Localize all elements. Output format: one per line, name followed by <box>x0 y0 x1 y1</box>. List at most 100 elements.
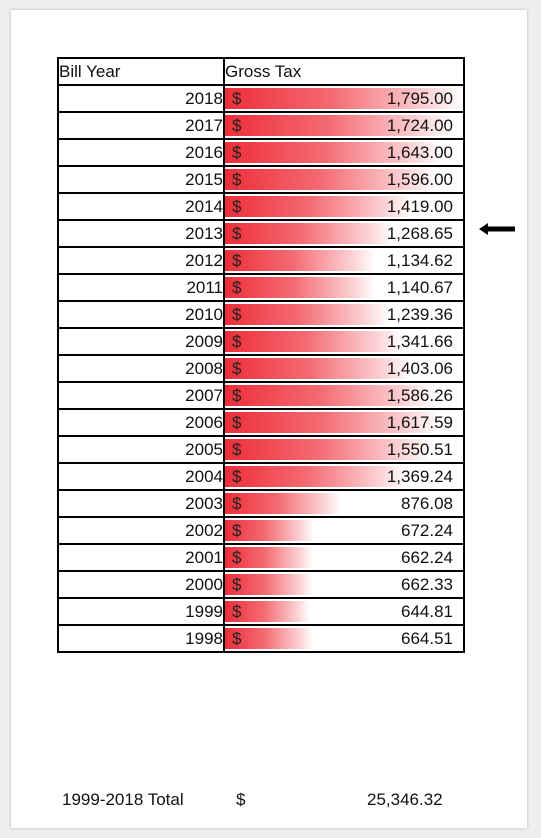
gross-tax-cell: $1,724.00 <box>223 111 465 140</box>
currency-symbol: $ <box>232 278 242 297</box>
bill-year-cell: 2012 <box>57 246 225 275</box>
data-bar <box>225 574 313 595</box>
gross-tax-cell: $1,268.65 <box>223 219 465 248</box>
table-row: 2003 $876.08 <box>57 489 465 518</box>
table-row: 2018 $1,795.00 <box>57 84 465 113</box>
gross-tax-cell: $1,239.36 <box>223 300 465 329</box>
table-row: 2015 $1,596.00 <box>57 165 465 194</box>
gross-tax-value: 1,795.00 <box>386 89 453 108</box>
table-row: 2008 $1,403.06 <box>57 354 465 383</box>
gross-tax-cell: $876.08 <box>223 489 465 518</box>
gross-tax-value: 1,134.62 <box>386 251 453 270</box>
data-bar <box>225 142 443 163</box>
gross-tax-value: 644.81 <box>401 602 453 621</box>
gross-tax-table: Bill Year Gross Tax 2018 $1,795.00 2017 $1,… <box>57 57 465 653</box>
table-row: 1998 $664.51 <box>57 624 465 653</box>
currency-symbol: $ <box>232 386 242 405</box>
data-bar <box>225 250 376 271</box>
gross-tax-cell: $1,134.62 <box>223 246 465 275</box>
currency-symbol: $ <box>232 89 242 108</box>
bill-year-cell: 2009 <box>57 327 225 356</box>
gross-tax-value: 1,268.65 <box>386 224 453 243</box>
table-row: 2009 $1,341.66 <box>57 327 465 356</box>
currency-symbol: $ <box>232 602 242 621</box>
gross-tax-value: 1,596.00 <box>386 170 453 189</box>
total-label: 1999-2018 Total <box>62 790 184 809</box>
gross-tax-cell: $1,403.06 <box>223 354 465 383</box>
bill-year-cell: 2015 <box>57 165 225 194</box>
currency-symbol: $ <box>232 494 242 513</box>
currency-symbol: $ <box>232 440 242 459</box>
table-row: 2001 $662.24 <box>57 543 465 572</box>
gross-tax-value: 662.33 <box>401 575 453 594</box>
table-row: 2006 $1,617.59 <box>57 408 465 437</box>
currency-symbol: $ <box>232 629 242 648</box>
bill-year-cell: 2013 <box>57 219 225 248</box>
gross-tax-cell: $664.51 <box>223 624 465 653</box>
table-row: 2002 $672.24 <box>57 516 465 545</box>
data-bar <box>225 466 407 487</box>
total-currency: $ <box>236 790 246 809</box>
table-row: 2013 $1,268.65 <box>57 219 465 248</box>
table-row: 1999 $644.81 <box>57 597 465 626</box>
gross-tax-cell: $662.33 <box>223 570 465 599</box>
currency-symbol: $ <box>232 548 242 567</box>
document-page: Bill Year Gross Tax 2018 $1,795.00 2017 $1,… <box>11 10 527 828</box>
gross-tax-cell: $1,643.00 <box>223 138 465 167</box>
table-row: 2011 $1,140.67 <box>57 273 465 302</box>
gross-tax-cell: $1,369.24 <box>223 462 465 491</box>
bill-year-cell: 2014 <box>57 192 225 221</box>
currency-symbol: $ <box>232 332 242 351</box>
gross-tax-value: 1,643.00 <box>386 143 453 162</box>
gross-tax-value: 1,724.00 <box>386 116 453 135</box>
gross-tax-value: 1,617.59 <box>386 413 453 432</box>
currency-symbol: $ <box>232 359 242 378</box>
gross-tax-value: 1,239.36 <box>386 305 453 324</box>
bill-year-cell: 2011 <box>57 273 225 302</box>
table-row: 2017 $1,724.00 <box>57 111 465 140</box>
bill-year-cell: 2001 <box>57 543 225 572</box>
data-bar <box>225 169 437 190</box>
bill-year-cell: 1998 <box>57 624 225 653</box>
gross-tax-value: 1,341.66 <box>386 332 453 351</box>
gross-tax-cell: $1,140.67 <box>223 273 465 302</box>
currency-symbol: $ <box>232 197 242 216</box>
gross-tax-value: 1,586.26 <box>386 386 453 405</box>
gross-tax-cell: $672.24 <box>223 516 465 545</box>
data-bar <box>225 277 377 298</box>
data-bar <box>225 358 412 379</box>
data-bar <box>225 439 431 460</box>
bill-year-cell: 2016 <box>57 138 225 167</box>
currency-symbol: $ <box>232 305 242 324</box>
gross-tax-cell: $1,419.00 <box>223 192 465 221</box>
bill-year-cell: 2004 <box>57 462 225 491</box>
table-row: 2004 $1,369.24 <box>57 462 465 491</box>
gross-tax-value: 1,419.00 <box>386 197 453 216</box>
gross-tax-cell: $1,795.00 <box>223 84 465 113</box>
currency-symbol: $ <box>232 116 242 135</box>
data-bar <box>225 304 390 325</box>
currency-symbol: $ <box>232 170 242 189</box>
gross-tax-cell: $1,341.66 <box>223 327 465 356</box>
bill-year-cell: 2003 <box>57 489 225 518</box>
data-bar <box>225 601 311 622</box>
gross-tax-cell: $1,617.59 <box>223 408 465 437</box>
table-row: 2005 $1,550.51 <box>57 435 465 464</box>
data-bar <box>225 331 403 352</box>
gross-tax-value: 876.08 <box>401 494 453 513</box>
data-bar <box>225 628 314 649</box>
gross-tax-value: 1,550.51 <box>386 440 453 459</box>
currency-symbol: $ <box>232 575 242 594</box>
data-bar <box>225 385 436 406</box>
gross-tax-cell: $1,550.51 <box>223 435 465 464</box>
currency-symbol: $ <box>232 521 242 540</box>
gross-tax-cell: $1,586.26 <box>223 381 465 410</box>
gross-tax-value: 664.51 <box>401 629 453 648</box>
table-row: 2010 $1,239.36 <box>57 300 465 329</box>
gross-tax-cell: $662.24 <box>223 543 465 572</box>
gross-tax-cell: $644.81 <box>223 597 465 626</box>
data-bar <box>225 493 342 514</box>
gross-tax-header: Gross Tax <box>223 57 465 86</box>
gross-tax-value: 672.24 <box>401 521 453 540</box>
data-bar <box>225 115 454 136</box>
